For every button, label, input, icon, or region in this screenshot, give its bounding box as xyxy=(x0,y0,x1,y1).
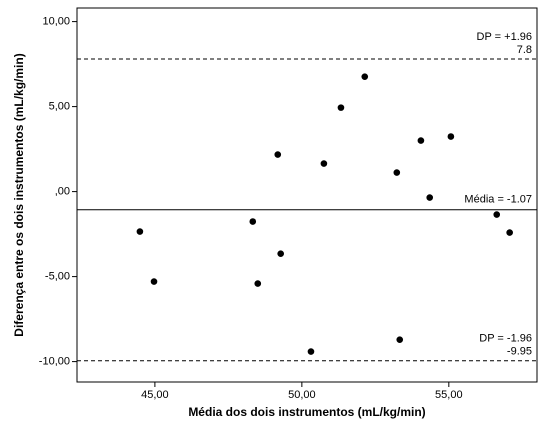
point xyxy=(320,160,328,167)
x-axis-title: Média dos dois instrumentos (mL/kg/min) xyxy=(188,405,425,419)
reference-name: DP = -1.96 xyxy=(479,333,532,345)
point xyxy=(417,137,425,144)
y-tick-label: -10,00 xyxy=(39,356,70,368)
x-tick-label: 45,00 xyxy=(141,389,169,401)
y-axis-title: Diferença entre os dois instrumentos (mL… xyxy=(12,53,26,336)
reference-name: DP = +1.96 xyxy=(477,31,532,43)
point xyxy=(274,151,282,158)
point xyxy=(361,73,369,80)
plot-frame xyxy=(76,7,538,383)
y-tick-label: 5,00 xyxy=(49,101,70,113)
point xyxy=(150,278,158,285)
x-tick-label: 55,00 xyxy=(435,389,463,401)
point xyxy=(337,104,345,111)
y-tick-label: -5,00 xyxy=(45,271,70,283)
x-tick-label: 50,00 xyxy=(288,389,316,401)
y-tick-label: 10,00 xyxy=(42,16,70,28)
reference-name: Média = -1.07 xyxy=(464,194,532,206)
point xyxy=(426,194,434,201)
point xyxy=(396,336,404,343)
point xyxy=(506,229,513,236)
point xyxy=(249,218,257,225)
point xyxy=(307,348,315,355)
point xyxy=(493,211,501,218)
point xyxy=(393,169,401,176)
point xyxy=(277,250,284,257)
point xyxy=(254,280,262,287)
point xyxy=(136,228,144,235)
y-tick-label: ,00 xyxy=(55,186,70,198)
point xyxy=(447,133,455,140)
reference-label: 7.8 xyxy=(517,44,532,56)
reference-label: -9.95 xyxy=(507,346,532,358)
